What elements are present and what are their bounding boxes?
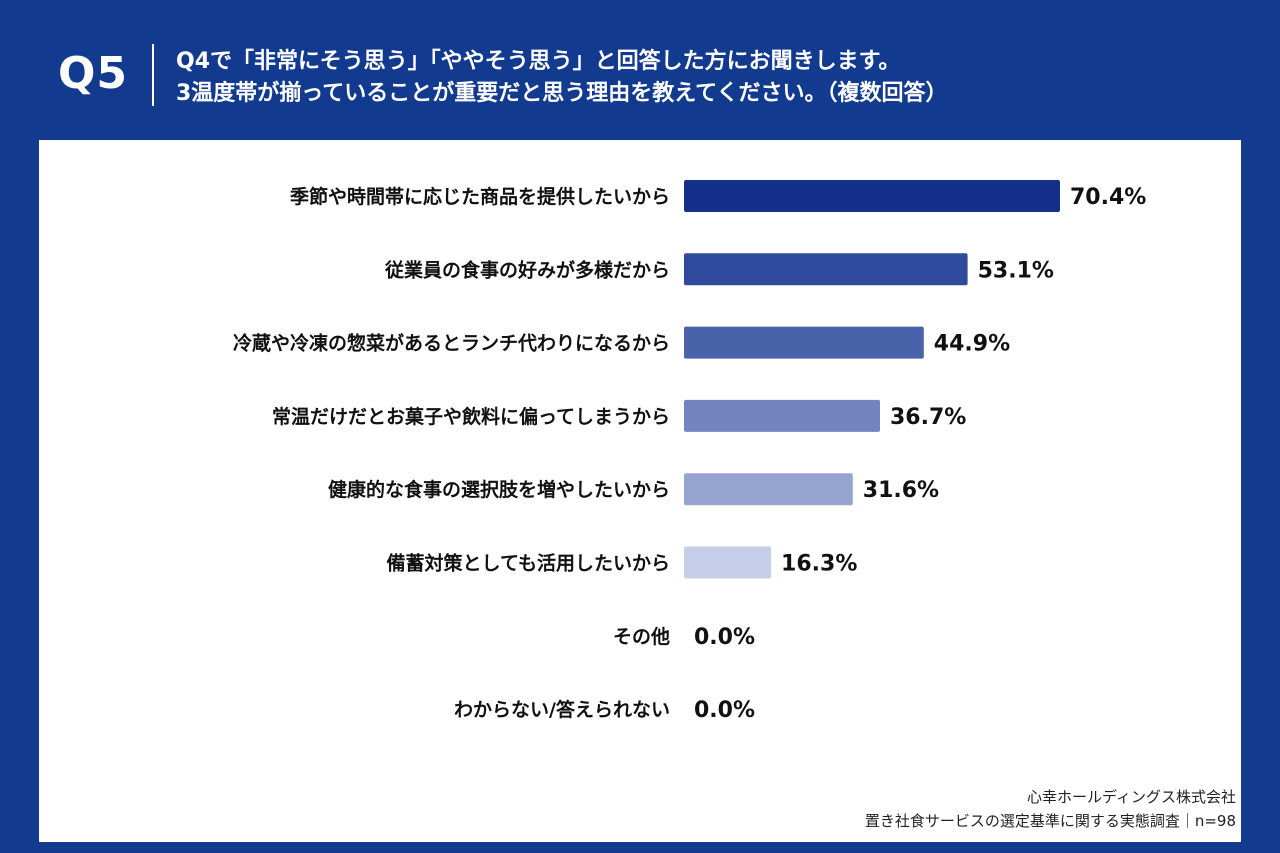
question-line-2: 3温度帯が揃っていることが重要だと思う理由を教えてください。（複数回答） <box>176 81 948 106</box>
value-label: 0.0% <box>694 698 755 723</box>
category-label: 冷蔵や冷凍の惣菜があるとランチ代わりになるから <box>233 332 670 355</box>
category-label: 健康的な食事の選択肢を増やしたいから <box>328 478 670 501</box>
question-number: Q5 <box>58 48 129 99</box>
bar <box>684 253 968 286</box>
footer-company: 心幸ホールディングス株式会社 <box>1027 788 1236 806</box>
category-label: 備蓄対策としても活用したいから <box>387 552 670 575</box>
bar <box>684 546 772 579</box>
header: Q5 Q4で「非常にそう思う」「ややそう思う」と回答した方にお聞きします。 3温… <box>0 0 1280 140</box>
bar <box>684 180 1060 212</box>
value-label: 44.9% <box>934 332 1010 357</box>
category-label: 季節や時間帯に応じた商品を提供したいから <box>290 185 670 208</box>
chart-panel <box>39 140 1241 842</box>
category-label: 常温だけだとお菓子や飲料に偏ってしまうから <box>272 405 670 428</box>
bar <box>684 399 881 432</box>
question-line-1: Q4で「非常にそう思う」「ややそう思う」と回答した方にお聞きします。 <box>176 49 901 74</box>
category-label: わからない/答えられない <box>454 698 670 721</box>
header-divider <box>152 44 154 106</box>
question-text: Q4で「非常にそう思う」「ややそう思う」と回答した方にお聞きします。 3温度帯が… <box>176 46 947 110</box>
value-label: 53.1% <box>978 258 1054 283</box>
bar <box>684 326 924 359</box>
category-label: 従業員の食事の好みが多様だから <box>384 258 670 281</box>
bar <box>684 473 853 506</box>
value-label: 16.3% <box>781 552 857 577</box>
value-label: 36.7% <box>890 405 966 430</box>
value-label: 0.0% <box>694 625 755 650</box>
value-label: 31.6% <box>863 478 939 503</box>
footer-survey-info: 置き社食サービスの選定基準に関する実態調査｜n=98 <box>864 812 1236 830</box>
value-label: 70.4% <box>1070 185 1146 210</box>
category-label: その他 <box>613 625 670 648</box>
